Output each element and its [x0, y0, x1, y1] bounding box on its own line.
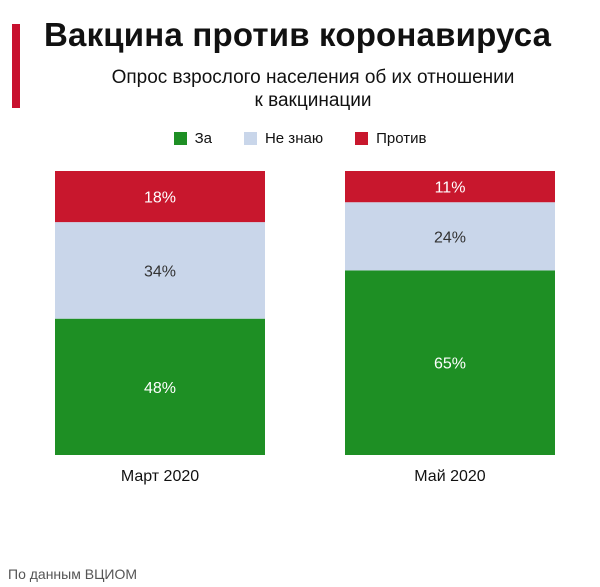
- data-label-za-2: 65%: [434, 356, 466, 373]
- data-label-protiv-2: 11%: [435, 180, 466, 197]
- data-label-ne-znayu-2: 24%: [434, 229, 466, 246]
- legend-item-protiv: Против: [355, 130, 426, 147]
- chart-title: Вакцина против коронавируса: [44, 16, 552, 53]
- legend-swatch-protiv: [355, 132, 369, 145]
- legend-label-za: За: [194, 130, 212, 147]
- legend-swatch-ne-znayu: [243, 132, 257, 145]
- bar-segment-protiv-2: [345, 171, 555, 203]
- legend-swatch-za: [173, 132, 187, 145]
- bar-segment-ne-znayu-1: [55, 222, 265, 319]
- category-label-2: Май 2020: [414, 468, 485, 485]
- bar-segment-protiv-1: [55, 171, 265, 223]
- subtitle-line-1: Опрос взрослого населения об их отношени…: [111, 67, 515, 88]
- legend-label-protiv: Против: [376, 130, 427, 147]
- legend: За Не знаю Против: [0, 130, 600, 147]
- legend-item-ne-znayu: Не знаю: [243, 130, 324, 147]
- bar-segment-za-1: [55, 318, 265, 455]
- source-note: По данным ВЦИОМ: [8, 566, 138, 582]
- chart-subtitle: Опрос взрослого населения об их отношени…: [30, 66, 596, 112]
- data-label-protiv-1: 18%: [144, 190, 176, 207]
- category-label-1: Март 2020: [121, 468, 199, 485]
- data-label-za-1: 48%: [144, 380, 176, 397]
- accent-bar: [12, 24, 20, 108]
- subtitle-line-2: к вакцинации: [254, 90, 372, 111]
- bar-segment-ne-znayu-2: [345, 202, 555, 271]
- legend-label-ne-znayu: Не знаю: [264, 130, 324, 147]
- data-label-ne-znayu-1: 34%: [144, 263, 176, 280]
- legend-item-za: За: [173, 130, 212, 147]
- bar-segment-za-2: [345, 270, 555, 455]
